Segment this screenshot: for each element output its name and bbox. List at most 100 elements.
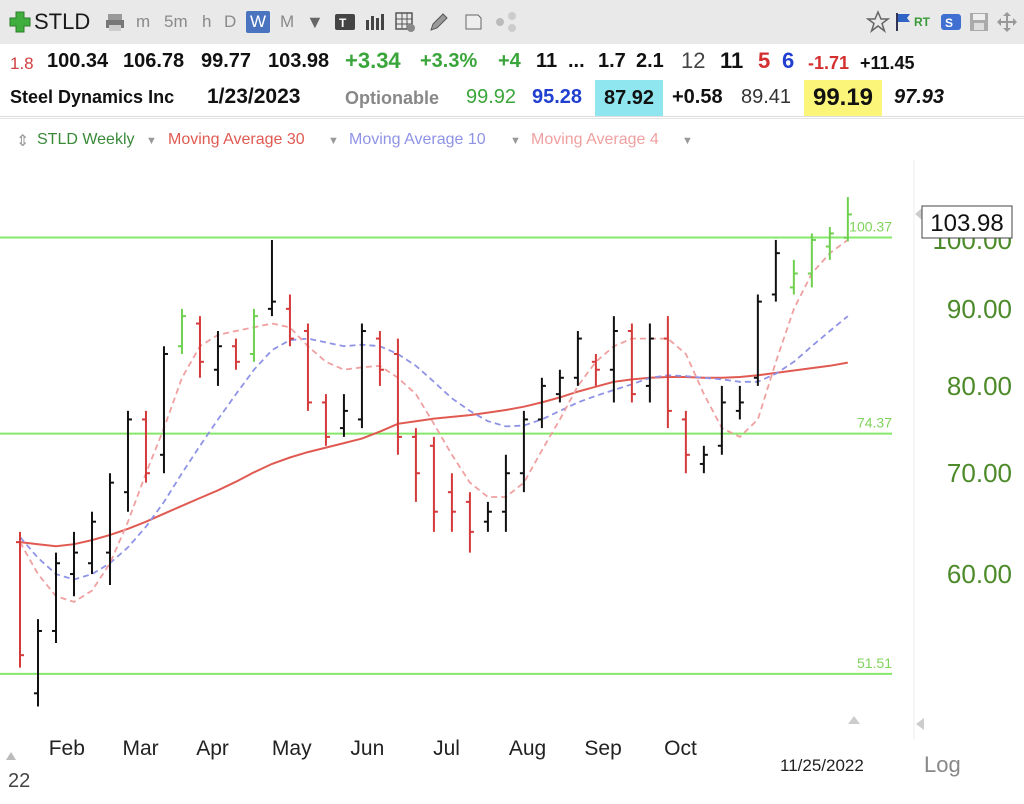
flag-icon[interactable] [894,4,914,40]
quote-value: 95.28 [532,86,583,108]
x-tick-label: May [272,737,312,760]
optionable-label: Optionable [345,88,439,108]
price-bar [429,436,438,532]
price-bar [825,226,834,260]
chevron-down-icon[interactable]: ▼ [328,135,339,147]
price-bar [249,308,258,362]
symbol-input[interactable]: STLD [34,9,91,34]
price-bar [465,492,474,553]
legend-series-ma30[interactable]: Moving Average 30 [168,131,305,148]
realtime-flag: RT [914,15,930,29]
close-price: 103.98 [268,50,330,72]
share-icon[interactable] [494,4,518,40]
price-bar [87,511,96,575]
price-bar [375,331,384,386]
move-icon[interactable] [996,4,1018,40]
add-symbol-icon[interactable] [8,4,32,40]
svg-text:T: T [339,16,347,30]
price-bar [771,239,780,302]
level-label: 100.37 [849,219,892,235]
price-bar [177,308,186,354]
last-price-label: 103.98 [930,210,1003,237]
price-bar [159,346,168,474]
print-icon[interactable] [104,4,126,40]
price-bar [411,428,420,502]
legend-series-ma10[interactable]: Moving Average 10 [349,131,486,148]
price-bar [501,454,510,532]
price-bar [339,394,348,437]
last-price-box [921,205,1013,239]
quote-value: -1.71 [808,53,850,73]
drag-handle-icon[interactable]: ⇕ [16,133,30,150]
text-tool-icon[interactable]: T [334,4,356,40]
x-tick-label: Feb [49,737,85,760]
interval-month[interactable]: M [280,12,295,31]
quote-value: 1.7 [598,50,626,72]
y-tick-label: 90.00 [947,294,1012,324]
legend-series-weekly[interactable]: STLD Weekly [37,131,135,148]
quote-date: 1/23/2023 [207,85,301,108]
x-tick-label: Aug [509,737,546,760]
quote-value: 11 [536,50,558,72]
scroll-up-icon[interactable] [848,716,860,724]
price-bar [231,338,240,370]
price-bar [213,331,222,386]
scroll-left-icon[interactable] [916,718,924,730]
chart-legend: ⇕ STLD Weekly ▼ Moving Average 30 ▼ Movi… [0,118,1024,159]
bar-chart-icon[interactable] [364,4,386,40]
price-bar [663,316,672,429]
pencil-icon[interactable] [428,4,450,40]
x-tick-label: Apr [196,737,229,760]
scroll-up-icon[interactable] [6,752,16,760]
price-bar [33,619,42,707]
price-bar [681,410,690,474]
price-chart[interactable]: 100.37 74.37 51.51 100.00 90.00 80.00 70.00 60… [0,160,1024,799]
moving-average-line [19,315,849,581]
x-tick-label: Sep [584,737,621,760]
quote-value: +11.45 [860,53,915,73]
price-bar [537,377,546,429]
chevron-down-icon[interactable]: ▼ [510,135,521,147]
quote-value: 6 [782,48,795,73]
note-icon[interactable] [462,4,484,40]
chart-toolbar: STLD m 5m h D W M ▼ T RT S [0,0,1024,45]
quote-value: 97.93 [894,86,945,108]
interval-day[interactable]: D [224,12,237,31]
interval-dropdown-icon[interactable]: ▼ [306,11,324,32]
date-label: 11/25/2022 [780,756,864,775]
star-icon[interactable] [866,4,890,40]
legend-series-ma4[interactable]: Moving Average 4 [531,131,659,148]
quote-value: 87.92 [595,80,663,116]
grid-settings-icon[interactable] [394,4,416,40]
price-bar [591,353,600,386]
chevron-down-icon[interactable]: ▼ [146,135,157,147]
price-bar [393,338,402,455]
price-change: +3.34 [345,48,401,73]
price-bar [267,239,276,317]
quote-value: +0.58 [672,86,723,108]
y-tick-label: 80.00 [947,371,1012,401]
chevron-down-icon[interactable]: ▼ [682,135,693,147]
interval-5-minute[interactable]: 5m [164,12,188,31]
price-bar [645,323,654,403]
svg-text:S: S [945,16,953,30]
price-bar [843,197,852,242]
price-bar [807,233,816,288]
quote-value: +4 [498,50,521,72]
y-tick-label: 70.00 [947,458,1012,488]
save-icon[interactable] [968,4,990,40]
interval-week[interactable]: W [246,11,271,33]
price-bar [16,531,24,668]
price-bar [519,410,528,493]
price-bar [357,323,366,429]
price-bar [105,473,114,586]
quote-value: 5 [758,48,771,73]
interval-minute[interactable]: m [136,12,151,31]
log-scale-toggle[interactable]: Log [924,752,961,777]
level-label: 74.37 [857,415,892,431]
interval-hour[interactable]: h [202,12,212,31]
sync-icon[interactable]: S [940,4,962,40]
quote-value: ... [568,50,585,72]
price-bar [555,369,564,403]
